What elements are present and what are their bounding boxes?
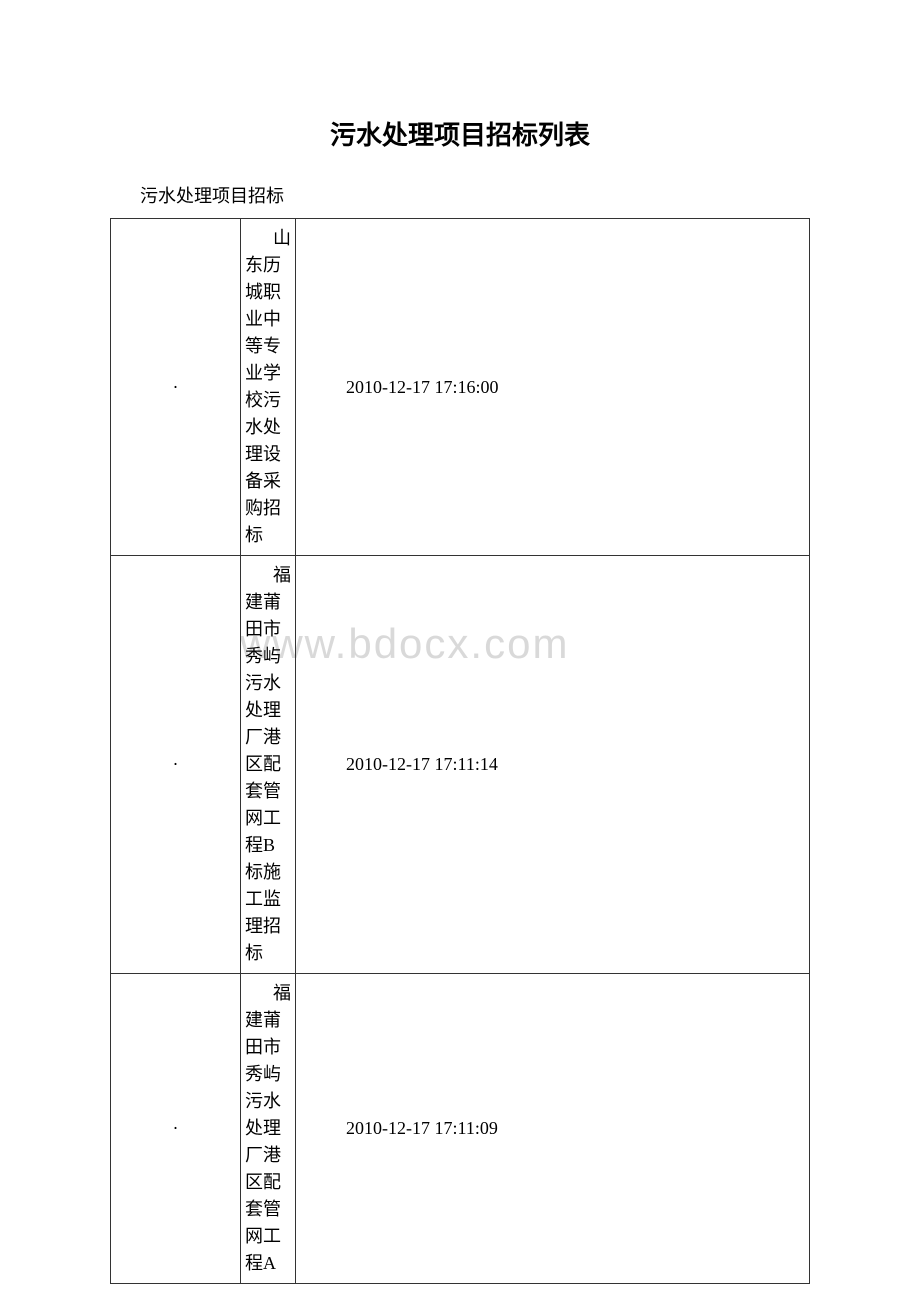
description-cell: 福建莆田市秀屿污水处理厂港区配套管网工程A [241, 974, 296, 1284]
bidding-table: ·山东历城职业中等专业学校污水处理设备采购招标2010-12-17 17:16:… [110, 218, 810, 1284]
table-row: ·福建莆田市秀屿污水处理厂港区配套管网工程A2010-12-17 17:11:0… [111, 974, 810, 1284]
bullet-cell: · [111, 219, 241, 556]
table-row: ·山东历城职业中等专业学校污水处理设备采购招标2010-12-17 17:16:… [111, 219, 810, 556]
date-cell: 2010-12-17 17:11:14 [296, 556, 810, 974]
page-subtitle: 污水处理项目招标 [140, 182, 920, 208]
date-cell: 2010-12-17 17:11:09 [296, 974, 810, 1284]
bullet-cell: · [111, 974, 241, 1284]
table-container: ·山东历城职业中等专业学校污水处理设备采购招标2010-12-17 17:16:… [110, 218, 810, 1284]
description-first-char: 福 [245, 562, 291, 589]
date-cell: 2010-12-17 17:16:00 [296, 219, 810, 556]
description-cell: 福建莆田市秀屿污水处理厂港区配套管网工程B标施工监理招标 [241, 556, 296, 974]
table-row: ·福建莆田市秀屿污水处理厂港区配套管网工程B标施工监理招标2010-12-17 … [111, 556, 810, 974]
description-first-char: 福 [245, 980, 291, 1007]
description-cell: 山东历城职业中等专业学校污水处理设备采购招标 [241, 219, 296, 556]
description-first-char: 山 [245, 225, 291, 252]
page-title: 污水处理项目招标列表 [0, 115, 920, 152]
bullet-cell: · [111, 556, 241, 974]
